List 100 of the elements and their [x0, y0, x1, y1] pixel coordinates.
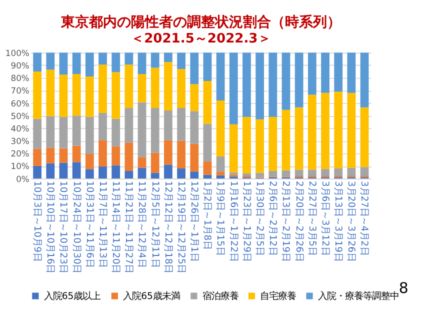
x-tick-label: 11月7日～11月13日	[96, 180, 108, 268]
bar	[164, 164, 172, 179]
y-tick-label: 80%	[10, 73, 30, 84]
bar	[164, 140, 172, 165]
text: 8	[398, 279, 408, 298]
bar	[98, 113, 107, 140]
bar	[72, 52, 81, 74]
bar	[138, 52, 146, 74]
x-tick-label: 1月2日～1月8日	[202, 180, 213, 250]
bar	[164, 52, 172, 62]
bar	[256, 172, 264, 178]
x-tick-label: 10月17日～10月23日	[58, 180, 69, 274]
y-tick-label: 90%	[10, 60, 30, 70]
x-tick-label: 10月31日～11月6日	[84, 180, 95, 268]
bar	[112, 52, 120, 72]
bar	[150, 172, 160, 179]
legend-label: 入院65歳以上	[44, 290, 101, 302]
bar	[98, 64, 107, 114]
bar	[150, 52, 160, 68]
bar	[124, 170, 134, 179]
x-tick-label: 3月6日～3月12日	[319, 180, 330, 256]
x-tick-label: 1月9日～1月15日	[214, 180, 226, 256]
bar	[360, 52, 369, 108]
bar	[59, 116, 68, 148]
bar	[256, 52, 264, 120]
bar	[85, 116, 94, 154]
bar	[112, 118, 120, 146]
bar	[334, 52, 343, 92]
bar	[229, 52, 238, 124]
bar	[33, 118, 42, 149]
bar	[334, 168, 343, 176]
bar	[72, 146, 81, 162]
x-tick-label: 3月13日～3月19日	[332, 180, 344, 262]
bar	[190, 84, 199, 112]
bar	[321, 92, 330, 170]
x-tick-label: 10月10日～10月16日	[44, 180, 56, 274]
bar	[124, 64, 134, 108]
legend-label: 宿泊療養	[202, 290, 238, 302]
bar	[268, 52, 278, 117]
x-tick-label: 2月6日～2月12日	[267, 180, 278, 256]
bar	[33, 72, 42, 119]
x-tick-label: 12月26日～1月1日	[188, 180, 200, 262]
bar	[360, 167, 369, 176]
bar	[85, 154, 94, 170]
bar	[138, 157, 146, 168]
bar	[124, 108, 134, 143]
bar	[229, 172, 238, 175]
bar	[308, 52, 316, 95]
bar	[150, 68, 160, 108]
bar	[347, 52, 356, 93]
bar	[112, 146, 120, 166]
bar	[98, 166, 107, 179]
legend-label: 自宅療養	[260, 290, 296, 302]
bar	[190, 172, 199, 179]
bar	[164, 110, 172, 140]
bar	[216, 100, 225, 156]
bar	[242, 173, 251, 176]
bar	[33, 52, 42, 72]
bar	[203, 52, 212, 81]
bar	[203, 80, 212, 124]
bar	[216, 175, 225, 179]
bar	[138, 168, 146, 179]
bar	[177, 168, 186, 179]
y-tick-label: 100%	[5, 48, 30, 58]
legend-label: 入院・療養等調整中	[318, 290, 399, 302]
x-tick-label: 1月23日～1月29日	[240, 180, 252, 262]
y-tick-label: 70%	[10, 86, 30, 96]
bar	[98, 140, 107, 167]
bar	[150, 108, 160, 153]
x-tick-label: 12月12日～12月18日	[162, 180, 174, 274]
bar	[294, 52, 304, 108]
bar	[46, 70, 55, 116]
bar	[216, 172, 225, 176]
bar	[72, 116, 81, 146]
bar	[150, 152, 160, 173]
y-tick-label: 60%	[10, 98, 30, 108]
bar	[242, 116, 251, 174]
bar	[72, 162, 81, 179]
bar	[138, 74, 146, 102]
x-tick-label: 2月13日～2月19日	[280, 180, 292, 262]
bar	[360, 107, 369, 168]
bar	[321, 169, 330, 176]
bar	[282, 52, 290, 110]
bar	[72, 74, 81, 116]
bar	[334, 92, 343, 168]
bar	[347, 168, 356, 176]
x-tick-label: 11月14日～11月20日	[110, 180, 122, 274]
bar	[112, 72, 120, 119]
bar	[242, 52, 251, 117]
bar	[85, 76, 94, 117]
x-tick-label: 10月3日～10月9日	[32, 180, 43, 262]
bar	[190, 144, 199, 172]
x-tick-label: 3月27日～4月2日	[358, 180, 370, 256]
x-tick-label: 2月20日～2月26日	[293, 180, 304, 262]
chart-title: 東京都内の陽性者の調整状況割合（時系列）	[60, 14, 341, 31]
y-tick-label: 10%	[10, 161, 30, 172]
x-tick-label: 1月16日～1月22日	[228, 180, 239, 262]
x-tick-label: 10月24日～10月30日	[70, 180, 82, 274]
bar	[308, 94, 316, 170]
chart-subtitle: ＜2021.5～2022.3＞	[131, 31, 271, 46]
